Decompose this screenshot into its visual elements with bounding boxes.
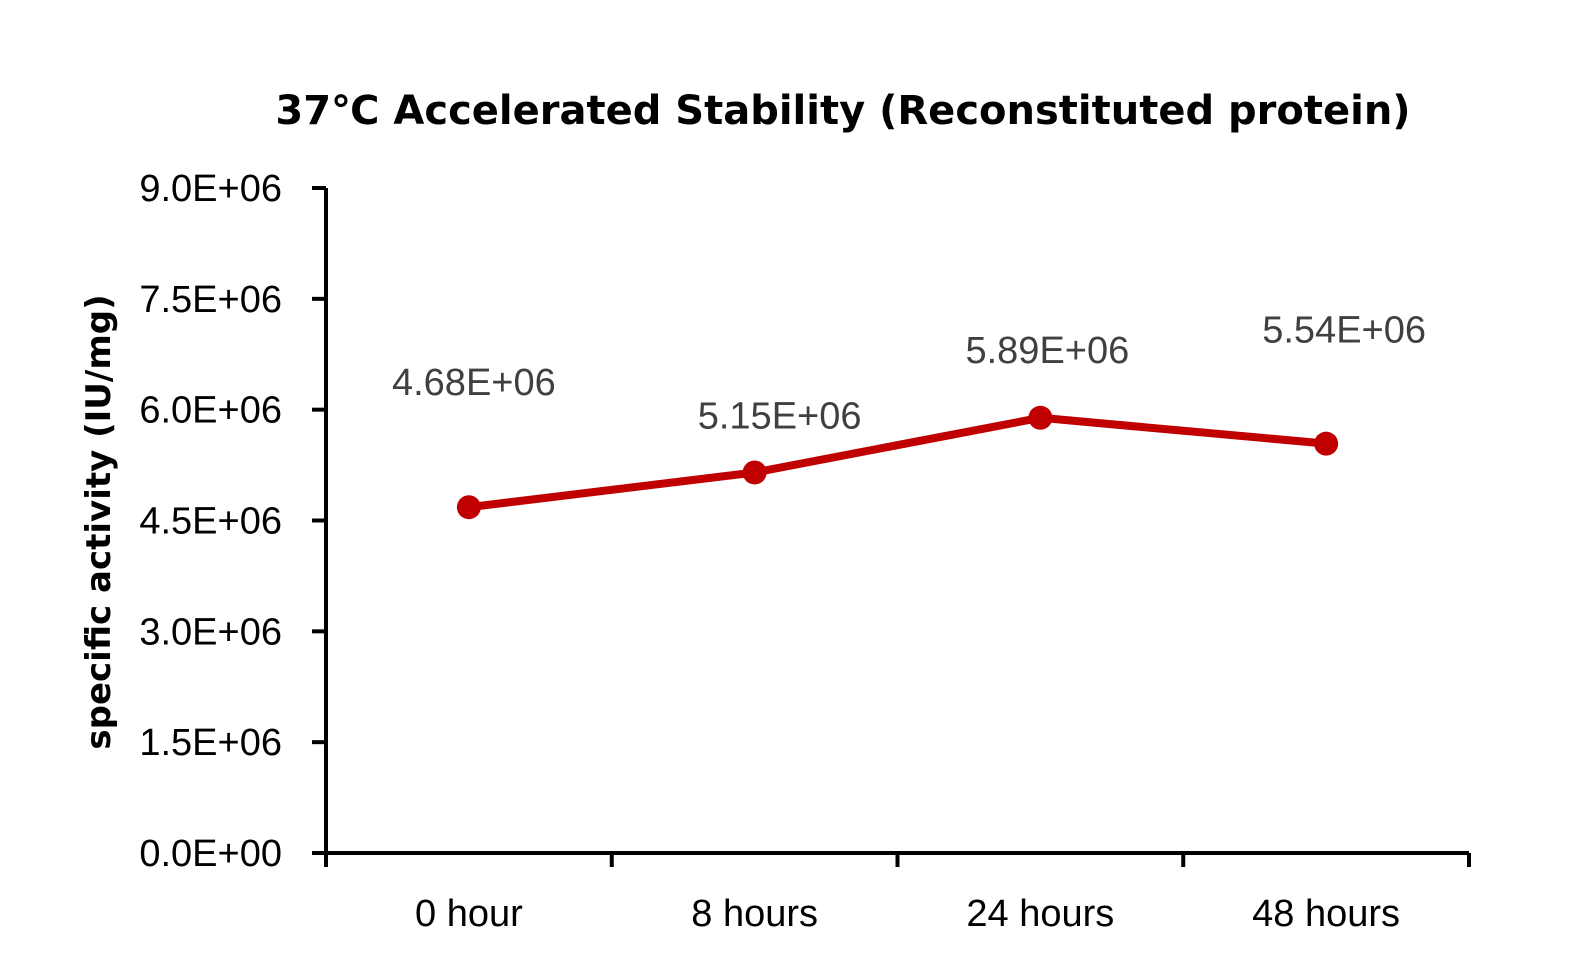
data-label: 5.54E+06 [1262,310,1426,352]
data-labels: 4.68E+06 5.15E+06 5.89E+06 5.54E+06 [392,310,1426,438]
y-tick-label: 0.0E+00 [139,833,282,875]
x-tick-label: 8 hours [691,893,818,935]
data-point [1314,431,1339,456]
y-axis-label: specific activity (IU/mg) [79,294,119,749]
y-axis-ticks: 0.0E+00 1.5E+06 3.0E+06 4.5E+06 6.0E+06 7.5E+… [139,168,326,875]
data-point [456,495,481,520]
y-tick-label: 6.0E+06 [139,390,282,432]
x-axis-ticks: 0 hour 8 hours 24 hours 48 hours [324,853,1471,935]
y-tick-label: 3.0E+06 [139,611,282,653]
data-point [1028,405,1053,430]
series-line [464,413,1331,512]
y-tick-label: 7.5E+06 [139,279,282,321]
data-label: 5.15E+06 [698,395,862,437]
y-tick-label: 9.0E+06 [139,168,282,210]
x-tick-label: 0 hour [415,893,523,935]
data-label: 4.68E+06 [392,362,556,404]
chart-title: 37℃ Accelerated Stability (Reconstituted… [275,88,1410,134]
y-tick-label: 1.5E+06 [139,722,282,764]
x-tick-label: 24 hours [966,893,1114,935]
data-label: 5.89E+06 [965,330,1129,372]
y-tick-label: 4.5E+06 [139,501,282,543]
data-point [742,460,767,485]
line-series [456,405,1339,520]
x-tick-label: 48 hours [1252,893,1400,935]
